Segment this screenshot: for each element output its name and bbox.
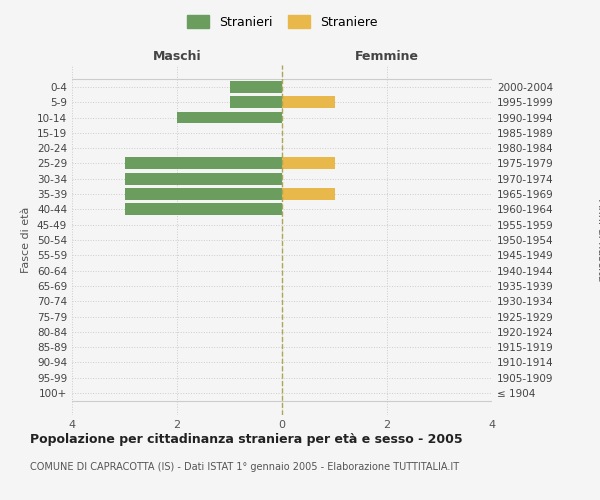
Bar xyxy=(125,188,282,200)
Y-axis label: Anni di nascita: Anni di nascita xyxy=(596,198,600,281)
Y-axis label: Fasce di età: Fasce di età xyxy=(22,207,31,273)
Legend: Stranieri, Straniere: Stranieri, Straniere xyxy=(183,11,381,32)
Text: Popolazione per cittadinanza straniera per età e sesso - 2005: Popolazione per cittadinanza straniera p… xyxy=(30,432,463,446)
Bar xyxy=(125,173,282,184)
Bar xyxy=(282,158,335,170)
Bar xyxy=(125,204,282,216)
Text: Femmine: Femmine xyxy=(355,50,419,62)
Bar xyxy=(282,96,335,108)
Bar xyxy=(177,112,282,124)
Bar xyxy=(125,158,282,170)
Text: Maschi: Maschi xyxy=(152,50,202,62)
Bar xyxy=(229,81,282,93)
Text: COMUNE DI CAPRACOTTA (IS) - Dati ISTAT 1° gennaio 2005 - Elaborazione TUTTITALIA: COMUNE DI CAPRACOTTA (IS) - Dati ISTAT 1… xyxy=(30,462,459,472)
Bar xyxy=(282,188,335,200)
Bar xyxy=(229,96,282,108)
